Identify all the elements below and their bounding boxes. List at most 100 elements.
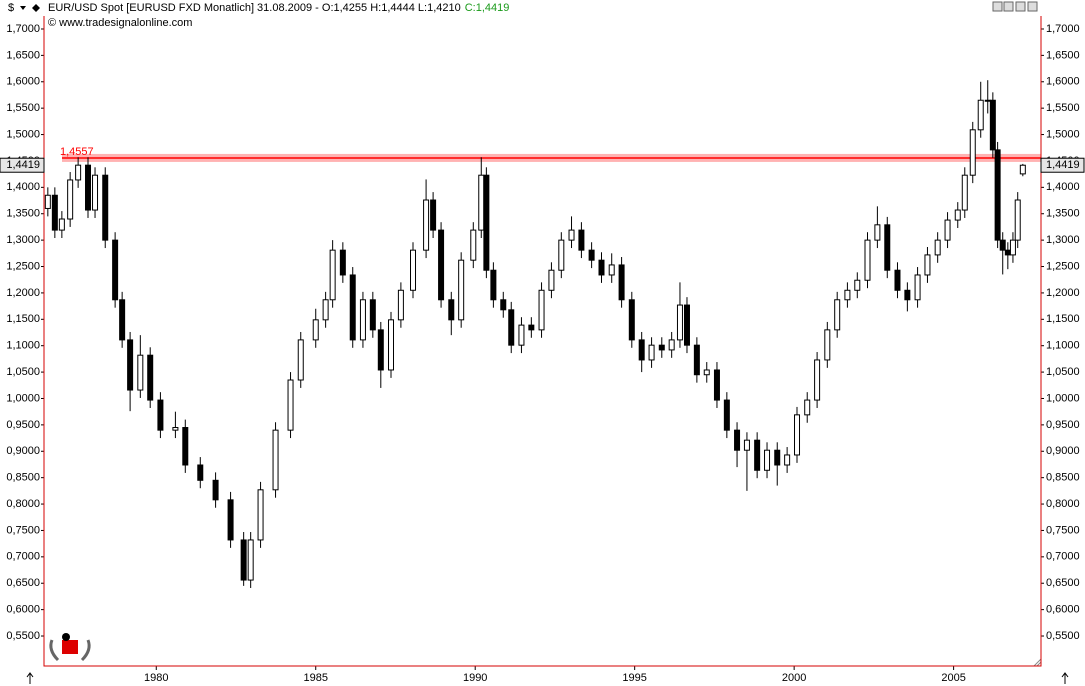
y-tick-label: 1,2000 [1046,287,1080,299]
candle-body [508,309,515,346]
logo-head [62,633,70,641]
x-tick-label: 1980 [144,672,168,684]
candle-body [598,259,605,276]
candle-body [92,174,99,211]
y-tick-label: 0,8000 [1046,498,1080,510]
candle-body [1019,164,1026,175]
y-tick-label: 1,6500 [1046,49,1080,61]
candle-body [683,304,690,346]
candle-body [58,218,65,231]
y-tick-label: 1,5000 [1046,128,1080,140]
candle-body [127,339,134,391]
candle-body [322,299,329,321]
y-tick-label: 0,8500 [1046,472,1080,484]
y-tick-label: 0,9000 [6,445,40,457]
y-tick-label: 1,4000 [6,181,40,193]
y-tick-label: 1,1500 [6,313,40,325]
candle-body [676,304,683,341]
level-label: 1,4557 [60,146,94,158]
candle-body [764,449,771,471]
last-price-box [1040,157,1085,173]
window-buttons [992,1,1038,12]
candle-body [349,274,356,341]
candle-body [247,539,254,581]
candle-body [994,149,1001,241]
candle-body [784,454,791,466]
button-right[interactable] [1003,1,1014,12]
candle-body [618,264,625,301]
candle-body [538,289,545,331]
candles [44,80,1026,588]
candle-body [518,324,525,346]
y-tick-label: 0,7500 [1046,524,1080,536]
candle-body [874,224,881,241]
candle-body [458,259,465,321]
y-tick-label: 0,5500 [6,630,40,642]
y-tick-label: 0,6000 [6,604,40,616]
y-tick-label: 1,5500 [6,102,40,114]
candle-body [954,209,961,221]
button-left[interactable] [992,1,1003,12]
y-tick-label: 1,5000 [6,128,40,140]
candle-body [397,289,404,321]
button-restore[interactable] [1015,1,1026,12]
candle-body [339,249,346,276]
logo-wreath [49,639,91,662]
candle-body [703,369,710,376]
candle-body [430,199,437,231]
y-tick-label: 0,6500 [6,577,40,589]
y-tick-label: 1,4000 [1046,181,1080,193]
candle-body [794,414,801,456]
candle-body [85,164,92,211]
y-tick-label: 1,0500 [6,366,40,378]
menu-icon[interactable] [32,4,40,12]
candle-body [668,339,675,351]
candle-body [182,427,189,466]
candle-body [713,369,720,401]
y-tick-label: 1,3000 [6,234,40,246]
button-close[interactable] [1027,1,1038,12]
candle-body [961,174,968,211]
last-price-label: 1,4419 [6,159,40,171]
y-tick-label: 0,7500 [6,524,40,536]
candle-body [119,299,126,341]
source: © www.tradesignalonline.com [48,17,192,29]
y-tick-label: 1,1000 [1046,340,1080,352]
candle-body [884,224,891,271]
chart-title: EUR/USD Spot [EURUSD FXD Monatlich] 31.0… [48,2,461,14]
candle-body [969,129,976,176]
y-tick-label: 1,7000 [1046,23,1080,35]
x-tick-label: 2000 [782,672,806,684]
y-unit: $ [8,2,14,14]
candle-body [814,359,821,401]
candle-body [774,449,781,466]
y-tick-label: 1,0000 [1046,392,1080,404]
candle-body [388,319,395,371]
candle-body [240,539,247,581]
candle-body [483,174,490,271]
y-tick-label: 1,3500 [1046,208,1080,220]
candle-body [112,239,119,301]
y-tick-label: 0,8500 [6,472,40,484]
candle-body [137,354,144,391]
resize-grip[interactable] [1033,658,1042,667]
y-tick-label: 1,2500 [6,260,40,272]
y-tick-label: 1,3000 [1046,234,1080,246]
y-tick-label: 1,5500 [1046,102,1080,114]
candle-body [157,399,164,431]
candle-body [1014,199,1021,241]
logo [49,633,91,662]
plot-frame [43,16,1042,667]
y-tick-label: 0,5500 [1046,630,1080,642]
candle-body [588,249,595,261]
candle-body [894,269,901,291]
candle-body [743,439,750,451]
dropdown-icon[interactable] [20,6,26,10]
candle-body [478,174,485,231]
candle-body [648,344,655,361]
candle-body [75,164,82,181]
candle-body [197,464,204,481]
candle-body [558,239,565,271]
candle-body [548,269,555,291]
